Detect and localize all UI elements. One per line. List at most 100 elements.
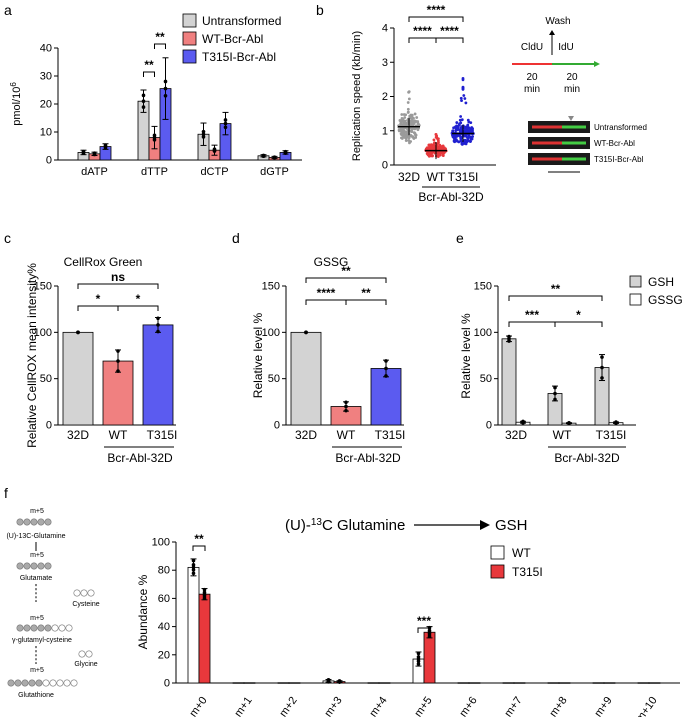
f-m+0-dot [191,563,196,567]
b-fiber-label: WT-Bcr-Abl [594,139,635,148]
b-sig2-sig-label: **** [413,24,432,38]
d-sig-sig-label: ** [341,264,351,278]
f-glutamate-bead-filled [37,562,45,570]
panel-label-f: f [4,485,8,501]
f-path-glycine: Glycine [74,661,97,668]
b-dot-T315I [451,129,455,133]
b-dot-T315I [454,126,458,129]
b-dot-T315I [470,126,474,129]
d-ytick-label: 100 [262,327,280,339]
f-title-sup: 13 [311,517,323,528]
f-bar-m+5-T315I [423,631,436,684]
chart-e: 0 50 100 150 Relative level % 32D WT T315I Bcr-A… [459,275,683,465]
d-sig-sig-label: ** [361,286,371,300]
b-dot-32D [401,118,405,121]
f-ytick-label: 100 [152,537,170,549]
b-dot-T315I [460,125,464,129]
f-bar-m+8-T315I [558,682,571,684]
b-dot-T315I [463,138,467,142]
a-legend-label: T315I-Bcr-Abl [202,50,276,64]
b-dot-T315I [455,139,459,143]
e-WT-dot [553,391,557,396]
b-dot-32D [406,110,410,114]
b-dot-T315I [459,135,463,139]
c-ytick-label: 0 [46,420,52,432]
d-xtick-label: T315I [375,428,406,442]
f-m+3-dot [326,679,331,684]
c-sig-sig-label: ns [111,270,125,284]
b-dot-T315I [465,130,469,133]
c-xtick-label: WT [109,428,128,442]
b-fiber-red [532,141,562,145]
b-dot-32D [410,114,414,118]
c-T315I-dot [156,329,160,334]
c-xtick-label: 32D [67,428,89,442]
b-dot-WT [440,145,444,148]
a-xtick-label: dGTP [260,166,289,178]
d-WT-dot [344,408,348,413]
f-bar-m+9-WT [592,682,605,684]
e-xtick-label: T315I [596,428,627,442]
panel-label-c: c [4,230,11,246]
a-ytick-label: 10 [40,127,52,139]
panel-label-e: e [456,230,464,246]
b-dot-T315I [461,78,465,82]
e-WT-dot [567,421,571,426]
f-glutathione-bead-open [56,679,64,687]
c-ytick-label: 100 [34,327,52,339]
d-sig-bracket [305,277,387,283]
f-path-m5: m+5 [30,615,44,622]
f-glutathione-bead-open [49,679,57,687]
b-sig2-bracket [408,37,437,43]
f-glutamate-bead-filled [16,562,24,570]
b-dot-32D [404,113,408,117]
a-xtick-label: dCTP [200,166,228,178]
b-dot-32D [404,121,408,125]
e-sig1-bracket [508,321,556,327]
f-bar-m+8-WT [547,682,560,684]
d-ylabel: Relative level % [251,312,265,398]
b-fiber-green [562,125,586,129]
b-dot-T315I [471,129,474,133]
e-ylabel: Relative level % [459,313,473,399]
b-dot-32D [410,130,414,134]
f-cysteine-bead-open [80,589,88,597]
f-glutamate-bead-filled [30,562,38,570]
b-dot-32D [400,131,404,135]
b-dot-32D [416,128,420,132]
e-32D-dot [507,339,511,343]
b-dot-T315I [453,136,456,140]
b-fiber-label: T315I-Bcr-Abl [594,155,644,164]
b-dot-T315I [466,118,470,122]
panel-label-a: a [4,2,12,18]
b-dot-WT [436,145,439,149]
b-dot-32D [413,112,417,116]
b-dot-WT [441,152,445,156]
f-gcys-bead-filled [37,624,45,632]
f-m+5-dot [416,662,421,666]
f-ytick-label: 80 [158,565,170,577]
a-dATP-dot [103,144,108,149]
b-xtick-label: 32D [398,170,420,184]
b-dot-32D [399,128,403,132]
f-glutathione-bead-open [63,679,71,687]
f-glutathione-bead-filled [28,679,36,687]
c-xtick-label: T315I [147,428,178,442]
e-T315I-dot [600,376,604,380]
e-ytick-label: 150 [474,281,492,293]
a-sig2-sig-label: ** [155,30,165,44]
f-path-glutamine: (U)-13C-Glutamine [6,533,65,540]
f-xtick-label: m+10 [634,695,660,717]
f-bar-m+10-T315I [648,682,661,684]
f-gcys-bead-open [51,624,59,632]
d-sig-bracket [305,299,347,305]
d-ytick-label: 50 [268,373,280,385]
f-bar-m+2-T315I [288,682,301,684]
a-ytick-label: 20 [40,99,52,111]
f-gcys-bead-filled [44,624,52,632]
a-ylabel-sup: 6 [9,82,18,87]
b-t1u: min [524,84,540,95]
f-title-arrowhead [480,520,490,530]
b-dot-T315I [451,134,454,137]
